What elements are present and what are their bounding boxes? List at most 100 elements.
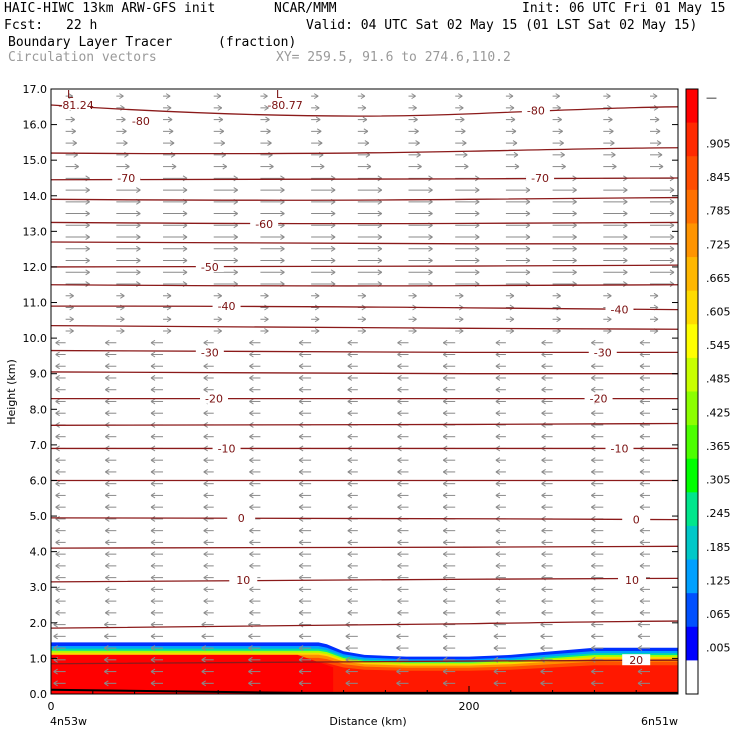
wind-vector [248,680,261,687]
contour-line [50,545,679,549]
wind-vector [639,386,650,393]
wind-vector [495,504,506,511]
wind-vector [150,339,164,346]
wind-vector [311,93,319,100]
left-endpoint-label: 4n53w [50,715,87,728]
wind-vector [637,621,650,628]
contour-line [50,325,679,330]
wind-vector [455,151,468,158]
contour-label-bg [526,171,555,183]
wind-vector [65,316,74,323]
contour-label-bg [200,392,229,404]
contour-label: -30 [594,346,612,359]
contour-label-bg [195,260,224,272]
wind-vector [201,633,214,640]
y-tick-label: 12.0 [23,261,48,274]
wind-vector [552,140,564,147]
wind-vector [649,93,658,100]
wind-vector [105,492,117,499]
y-tick-label: 10.0 [23,332,48,345]
color-bar-swatch [686,122,698,157]
wind-vector [603,234,628,240]
wind-vector [603,269,628,276]
wind-vector [150,398,164,405]
wind-vector [105,339,117,346]
wind-vector [116,328,125,334]
wind-vector [116,163,130,170]
wind-vector [104,668,117,675]
wind-vector [552,128,563,135]
wind-vector [649,151,663,158]
y-tick-label: 17.0 [23,83,48,96]
wind-vector [311,245,336,252]
wind-vector [105,363,117,370]
color-bar-swatch [686,290,698,325]
wind-vector [442,457,456,464]
contour-line [50,147,679,155]
wind-vector [249,398,261,405]
wind-vector [397,598,409,605]
wind-vector [249,410,261,417]
wind-vector [105,515,117,522]
wind-vector [493,645,506,652]
wind-vector [298,469,312,475]
wind-vector [298,504,312,511]
color-bar-label: .065 [706,608,731,621]
color-bar-swatch [686,223,698,258]
wind-vector [55,527,66,534]
contour-label-bg [588,346,617,358]
wind-vector [639,539,650,546]
wind-vector [65,234,90,240]
wind-vector [357,116,368,123]
wind-vector [408,104,417,111]
wind-vector [55,515,66,522]
wind-vector [541,375,553,381]
x-tick-label: 200 [459,700,480,713]
wind-vector [552,316,561,323]
wind-vector [357,128,369,135]
contour-label-bg [195,346,224,358]
wind-vector [540,633,553,640]
wind-vector [639,433,650,440]
wind-vector [311,116,321,123]
wind-vector [591,410,604,417]
tracer-fill [50,642,678,694]
wind-vector [150,433,164,440]
contour-line [50,177,679,181]
wind-vector [53,633,66,640]
wind-vector [649,222,675,229]
wind-vector [397,375,409,381]
wind-vector [442,504,456,511]
wind-vector [591,375,604,381]
contour-label: -30 [201,346,219,359]
low-marker: L [67,88,74,101]
wind-vector [591,480,604,487]
color-bar-swatch [686,324,698,359]
wind-vector [541,492,553,499]
y-tick-label: 14.0 [23,190,48,203]
wind-vector [213,316,222,323]
wind-vector [105,586,117,593]
wind-vector [260,304,269,311]
wind-vector [603,316,612,323]
wind-vector [495,375,506,381]
wind-vector [311,257,336,264]
wind-vector [203,515,214,522]
wind-vector [552,234,577,240]
wind-vector [639,586,650,593]
wind-vector [260,163,274,170]
wind-vector [260,93,268,100]
wind-vector [298,562,312,569]
color-bar-label: .125 [706,574,731,587]
wind-vector [65,116,75,123]
wind-vector [163,210,188,217]
wind-vector [65,140,77,147]
wind-vector [442,562,456,569]
wind-vector [591,562,604,569]
wind-vector [495,492,506,499]
contour-label-bg [112,171,141,183]
contour-label: -20 [590,393,608,406]
wind-vector [150,469,164,475]
wind-vector [311,292,320,299]
wind-vector [541,386,553,393]
